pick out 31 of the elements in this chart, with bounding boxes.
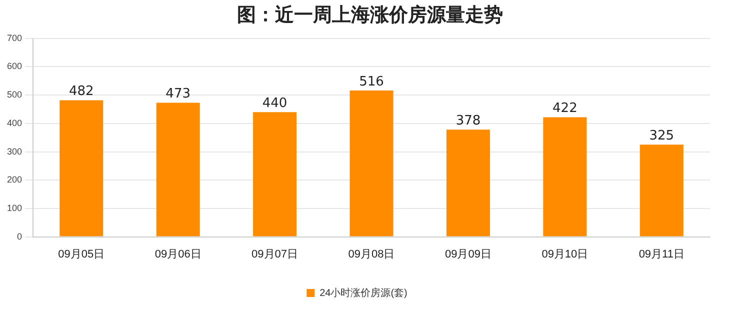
x-tick-label: 09月05日 [58, 248, 105, 260]
x-tick-label: 09月08日 [348, 248, 395, 260]
y-tick-label: 200 [6, 174, 22, 185]
chart-title: 图：近一周上海涨价房源量走势 [236, 3, 504, 28]
data-label: 325 [649, 128, 674, 144]
bar [253, 112, 297, 236]
data-label: 482 [68, 84, 94, 100]
y-tick-label: 100 [6, 202, 22, 213]
x-tick-label: 09月09日 [444, 248, 492, 260]
data-label: 422 [552, 101, 578, 116]
bar [156, 102, 200, 236]
data-label: 378 [456, 114, 481, 129]
x-tick-label: 09月07日 [252, 248, 298, 260]
bar [640, 144, 684, 236]
y-tick-label: 300 [6, 146, 22, 156]
x-tick-label: 09月10日 [542, 248, 588, 260]
y-tick-label: 0 [17, 231, 22, 242]
legend-label: 24小时涨价房源(套) [320, 286, 408, 299]
data-label: 440 [262, 96, 288, 111]
bar [543, 117, 587, 236]
y-tick-label: 600 [6, 61, 22, 72]
bar [446, 130, 490, 236]
data-label: 473 [166, 86, 190, 102]
y-tick-label: 500 [6, 90, 22, 100]
x-tick-label: 09月11日 [638, 248, 684, 260]
bar [60, 100, 104, 236]
bar [350, 90, 394, 236]
y-tick-label: 400 [6, 118, 22, 128]
y-tick-label: 700 [6, 32, 22, 43]
x-tick-label: 09月06日 [154, 248, 202, 260]
data-label: 516 [359, 74, 384, 90]
